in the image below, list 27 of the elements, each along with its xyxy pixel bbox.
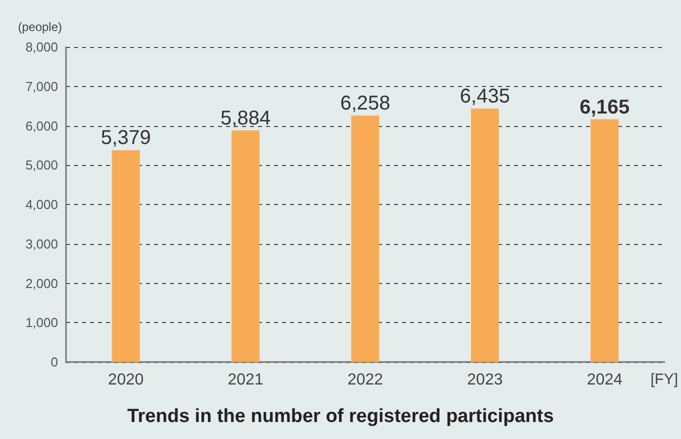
y-tick-label: 3,000 xyxy=(25,236,58,252)
x-axis-title: [FY] xyxy=(650,371,678,388)
y-tick-label: 1,000 xyxy=(25,315,58,330)
x-tick-label: 2024 xyxy=(586,372,623,388)
bar xyxy=(470,108,499,362)
y-axis-title: (people) xyxy=(18,20,62,34)
data-label: 6,435 xyxy=(460,86,510,108)
data-label: 6,258 xyxy=(340,92,390,115)
y-tick-label: 6,000 xyxy=(25,118,58,134)
y-tick-label: 5,000 xyxy=(25,158,58,173)
x-tick-label: 2020 xyxy=(108,372,144,388)
bar xyxy=(590,119,619,362)
data-label: 5,379 xyxy=(100,127,151,150)
data-label: 5,884 xyxy=(220,107,271,130)
y-tick-label: 4,000 xyxy=(25,197,58,212)
x-tick-label: 2022 xyxy=(347,372,384,388)
x-tick-label: 2021 xyxy=(228,372,264,388)
bar xyxy=(112,150,140,362)
text: Trends in the number of registered participants xyxy=(127,406,554,427)
bar xyxy=(232,130,260,362)
y-tick-label: 0 xyxy=(50,354,58,370)
data-label: 6,165 xyxy=(580,96,630,118)
bar xyxy=(351,116,380,362)
y-tick-label: 7,000 xyxy=(25,78,58,94)
y-tick-label: 2,000 xyxy=(25,276,58,291)
y-tick-label: 8,000 xyxy=(25,40,58,54)
x-tick-label: 2023 xyxy=(467,372,503,388)
